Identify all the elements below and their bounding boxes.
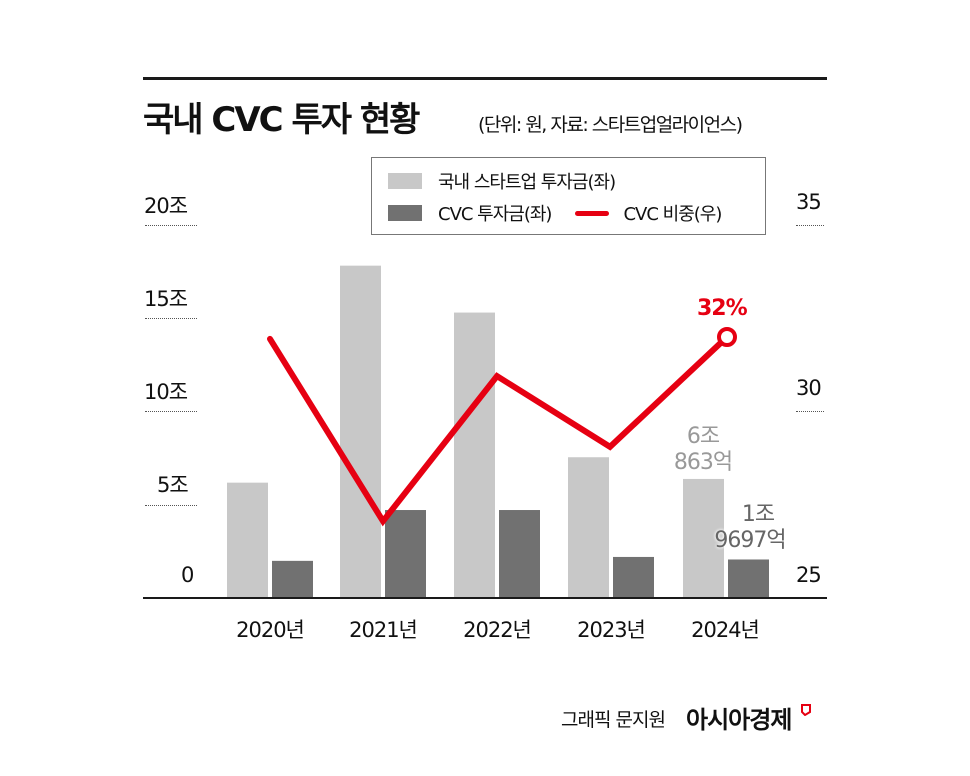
left-tick-dots [145, 225, 197, 226]
bar-startup [227, 482, 268, 598]
brand-name: 아시아경제 [686, 706, 792, 734]
legend-label-cvc: CVC 투자금(좌) [438, 204, 552, 225]
line-value-label: 32% [697, 296, 748, 321]
bar-cvc [385, 510, 426, 598]
top-rule [143, 77, 827, 80]
x-label-2022: 2022년 [463, 618, 532, 642]
startup-value-line1: 6조 [686, 424, 720, 449]
x-label-2020: 2020년 [236, 618, 305, 642]
left-tick-0: 0 [181, 563, 194, 587]
legend-label-ratio: CVC 비중(우) [623, 204, 722, 225]
left-tick-5: 5조 [157, 473, 189, 497]
bar-cvc [728, 559, 769, 598]
bar-startup [454, 312, 495, 598]
brand-logo: 아시아경제 [686, 700, 811, 735]
cvc-value-line2: 9697억 [714, 528, 786, 553]
right-tick-35: 35 [796, 190, 822, 214]
bar-cvc [272, 560, 313, 598]
x-label-2024: 2024년 [691, 618, 760, 642]
startup-value-line2: 863억 [673, 450, 733, 475]
legend-swatch-line [575, 210, 610, 216]
cvc-value-line1: 1조 [741, 502, 775, 527]
bar-startup [683, 478, 724, 598]
left-tick-dots [145, 318, 197, 319]
bar-cvc [499, 510, 540, 598]
legend-label-startup: 국내 스타트업 투자금(좌) [438, 172, 616, 193]
x-axis-baseline [143, 597, 827, 599]
line-end-marker [717, 327, 737, 347]
bar-cvc [613, 556, 654, 598]
bar-startup [568, 457, 609, 598]
legend: 국내 스타트업 투자금(좌) CVC 투자금(좌) CVC 비중(우) [371, 157, 766, 235]
legend-swatch-startup [388, 173, 422, 189]
left-tick-10: 10조 [144, 380, 188, 404]
bar-startup [340, 265, 381, 598]
chart-title: 국내 CVC 투자 현황 [143, 100, 420, 140]
left-tick-dots [145, 411, 197, 412]
legend-swatch-cvc [388, 205, 422, 221]
legend-item-cvc: CVC 투자금(좌) CVC 비중(우) [388, 199, 722, 227]
left-tick-20: 20조 [144, 194, 188, 218]
cvc-value-label: 1조 9697억 [700, 502, 800, 554]
left-tick-dots [145, 505, 197, 506]
startup-value-label: 6조 863억 [665, 424, 741, 476]
brand-mark-icon [800, 704, 811, 717]
right-tick-dots [796, 225, 824, 226]
right-tick-30: 30 [796, 376, 822, 400]
left-tick-15: 15조 [144, 287, 188, 311]
legend-item-startup: 국내 스타트업 투자금(좌) [388, 167, 616, 195]
right-tick-dots [796, 411, 824, 412]
chart-subtitle: (단위: 원, 자료: 스타트업얼라이언스) [478, 114, 743, 136]
x-label-2021: 2021년 [349, 618, 418, 642]
right-tick-25: 25 [796, 563, 822, 587]
line-cvc-ratio [267, 334, 730, 527]
graphic-credit: 그래픽 문지원 [561, 709, 666, 731]
x-label-2023: 2023년 [577, 618, 646, 642]
